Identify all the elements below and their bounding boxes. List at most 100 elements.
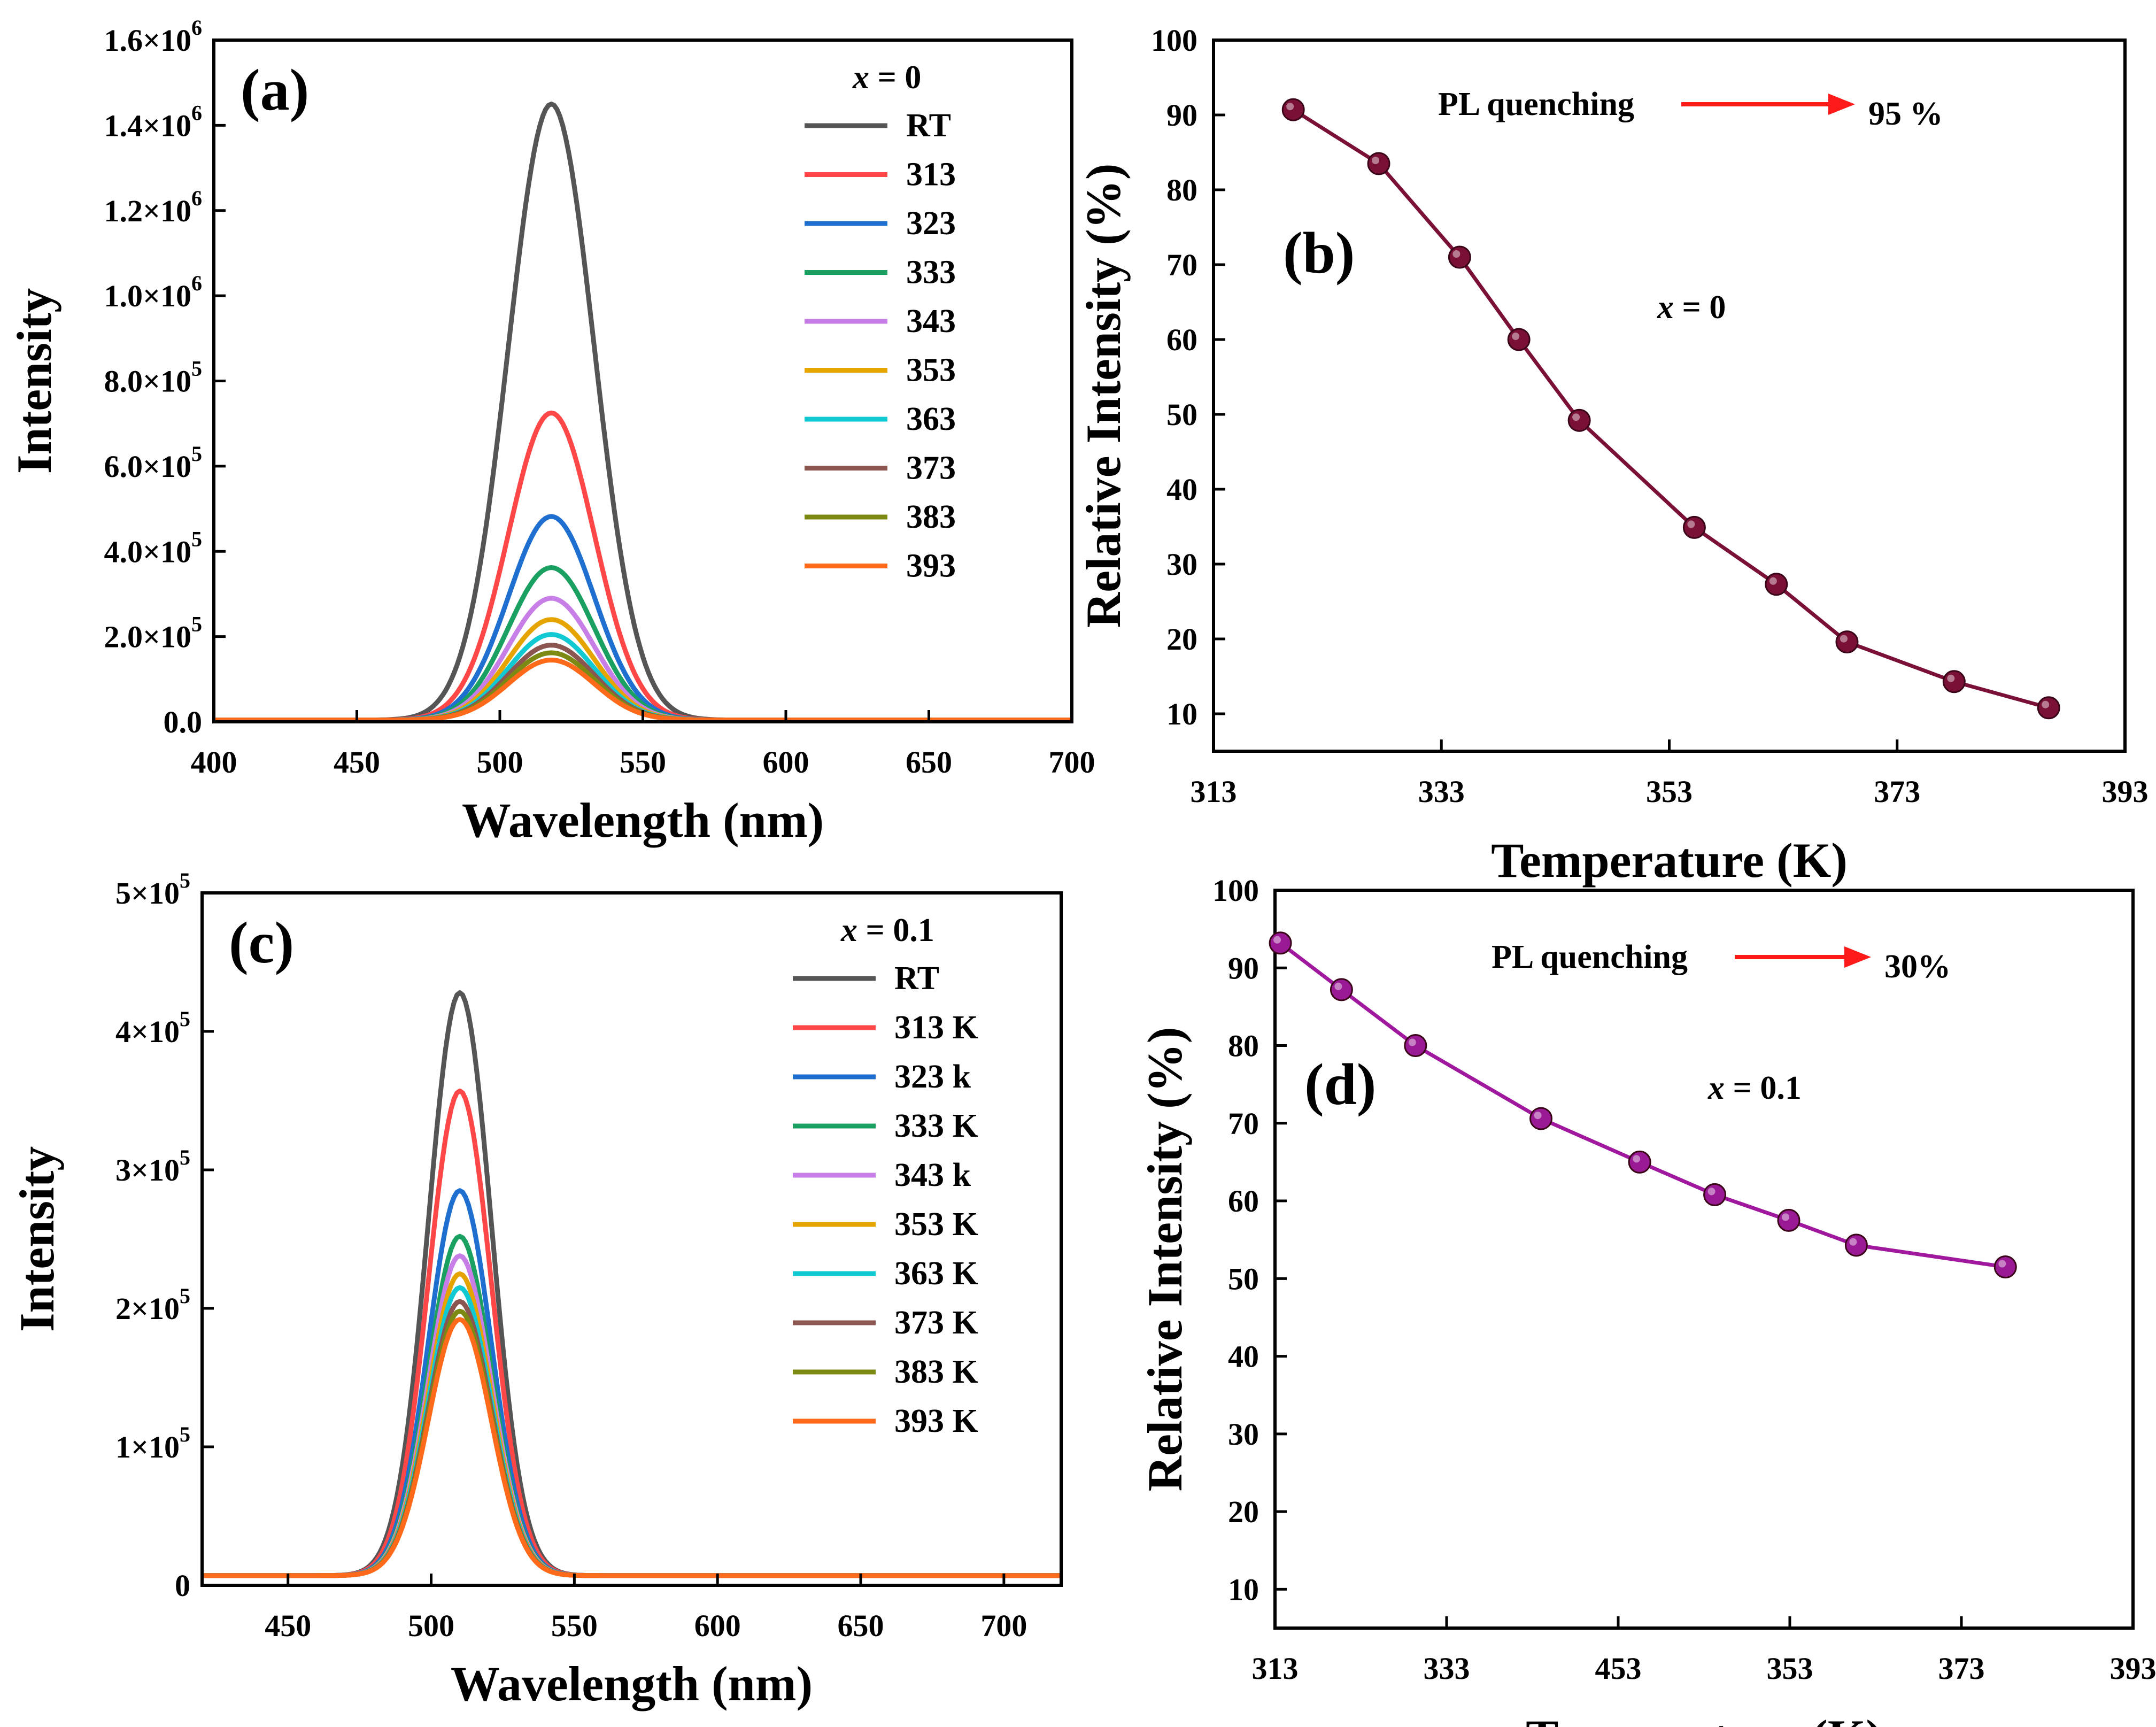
- data-point-highlight: [1512, 333, 1520, 340]
- data-point-highlight: [1769, 577, 1777, 585]
- legend-title: x = 0: [852, 59, 921, 96]
- panel-d: 313 333 453 353 373 393 10 20 30 40 50 60 70 80 90 100 T…: [1138, 873, 2156, 1727]
- y-tick-mantissa: 0.0: [164, 705, 203, 739]
- x-tick-label: 353: [1767, 1651, 1813, 1686]
- y-tick-mantissa: 4.0×10: [104, 534, 191, 569]
- legend-label: 393: [906, 548, 956, 584]
- legend-label: 343 k: [894, 1157, 971, 1193]
- sample-annotation-rest: = 0.1: [1725, 1070, 1802, 1106]
- data-point-highlight: [1572, 413, 1580, 421]
- x-axis-title: Temperature (K): [1491, 833, 1848, 888]
- x-tick-label: 453: [1595, 1651, 1642, 1686]
- y-tick-label: 70: [1166, 248, 1197, 282]
- data-point-highlight: [1273, 936, 1281, 944]
- x-tick-label: 500: [477, 745, 523, 780]
- y-tick-exponent: 5: [180, 1145, 190, 1169]
- y-tick-mantissa: 2×10: [115, 1291, 180, 1326]
- legend-title-rest: = 0.1: [857, 912, 934, 949]
- data-point: [1993, 1255, 2017, 1279]
- legend-title-rest: = 0: [869, 59, 921, 96]
- x-axis-title: Wavelength (nm): [451, 1656, 813, 1711]
- x-tick-label: 450: [334, 745, 380, 780]
- x-tick-label: 550: [620, 745, 666, 780]
- y-tick-label: 2×105: [115, 1284, 190, 1326]
- panel-label: (a): [241, 57, 309, 122]
- x-tick-label: 353: [1646, 774, 1693, 809]
- x-axis-title: Wavelength (nm): [462, 793, 824, 847]
- sample-annotation: x = 0.1: [1707, 1070, 1802, 1106]
- y-tick-mantissa: 2.0×10: [104, 620, 191, 654]
- legend-label: 333 K: [894, 1108, 978, 1144]
- y-tick-label: 2.0×105: [104, 612, 202, 654]
- panel-a: 400 450 500 550 600 650 7000.02.0×1054.0×1056.…: [7, 16, 1095, 847]
- legend-label: 393 K: [894, 1403, 978, 1439]
- data-point-highlight: [1947, 674, 1955, 682]
- plot-frame: [200, 891, 1063, 1587]
- y-tick-label: 100: [1151, 23, 1197, 58]
- sample-annotation-var: x: [1707, 1070, 1725, 1106]
- y-tick-label: 20: [1166, 622, 1197, 657]
- sample-annotation-rest: = 0: [1674, 289, 1726, 326]
- y-tick-label: 80: [1166, 173, 1197, 207]
- data-point: [1777, 1208, 1800, 1232]
- legend-label: 363: [906, 401, 956, 437]
- data-point: [1367, 152, 1390, 175]
- panel-label: (b): [1283, 220, 1355, 286]
- data-point-highlight: [2042, 700, 2050, 708]
- y-tick-label: 10: [1228, 1572, 1259, 1607]
- data-point: [1281, 98, 1305, 121]
- data-point-highlight: [1687, 520, 1695, 528]
- data-point: [1404, 1034, 1427, 1058]
- legend-title: x = 0.1: [840, 912, 934, 949]
- series-line-383-K: [202, 1308, 1061, 1578]
- legend-label: 373 K: [894, 1305, 978, 1341]
- data-point-highlight: [1286, 103, 1294, 111]
- legend-label: 323: [906, 205, 956, 242]
- x-tick-label: 400: [191, 745, 237, 780]
- x-tick-label: 373: [1938, 1651, 1985, 1686]
- y-tick-mantissa: 8.0×10: [104, 364, 191, 399]
- x-tick-label: 700: [1049, 745, 1095, 780]
- y-tick-label: 100: [1212, 873, 1259, 908]
- y-tick-label: 10: [1166, 697, 1197, 731]
- y-tick-mantissa: 3×10: [115, 1153, 180, 1188]
- x-tick-label: 500: [408, 1608, 454, 1643]
- y-tick-label: 4.0×105: [104, 527, 202, 569]
- data-point-highlight: [1840, 635, 1848, 643]
- x-tick-label: 600: [763, 745, 809, 780]
- data-point-highlight: [1998, 1260, 2006, 1268]
- legend-label: 343: [906, 303, 956, 340]
- data-point-highlight: [1534, 1112, 1542, 1120]
- legend-label: 333: [906, 255, 956, 291]
- x-tick-label: 313: [1191, 774, 1237, 809]
- y-tick-label: 0: [175, 1568, 190, 1603]
- data-line: [1292, 108, 2050, 710]
- legend-label: 353 K: [894, 1206, 978, 1243]
- legend-label: 353: [906, 352, 956, 389]
- y-tick-exponent: 5: [191, 442, 202, 466]
- legend-title-var: x: [840, 912, 857, 949]
- y-tick-mantissa: 5×10: [115, 876, 180, 911]
- data-point-highlight: [1781, 1213, 1789, 1221]
- data-point: [1942, 670, 1966, 693]
- panel-b: 313 333 353 373 393 10 20 30 40 50 60 70 80 90 100 Temp…: [1076, 23, 2149, 888]
- x-tick-label: 450: [265, 1608, 311, 1643]
- y-tick-exponent: 6: [191, 101, 202, 125]
- data-point: [2037, 696, 2060, 720]
- data-point: [1507, 328, 1531, 351]
- y-tick-label: 20: [1228, 1494, 1259, 1529]
- y-axis-title: Intensity: [10, 1146, 64, 1332]
- y-tick-mantissa: 1.6×10: [104, 23, 191, 58]
- y-tick-label: 90: [1166, 98, 1197, 133]
- x-tick-label: 600: [694, 1608, 741, 1643]
- y-tick-label: 90: [1228, 951, 1259, 985]
- series-line-393-K: [202, 1317, 1061, 1578]
- y-tick-label: 60: [1228, 1184, 1259, 1219]
- legend-label: 373: [906, 450, 956, 487]
- data-point-highlight: [1707, 1188, 1715, 1196]
- legend-label: 313 K: [894, 1009, 978, 1046]
- y-tick-exponent: 5: [180, 868, 190, 892]
- x-axis-title: Temperature (K): [1526, 1710, 1882, 1727]
- x-tick-label: 550: [551, 1608, 598, 1643]
